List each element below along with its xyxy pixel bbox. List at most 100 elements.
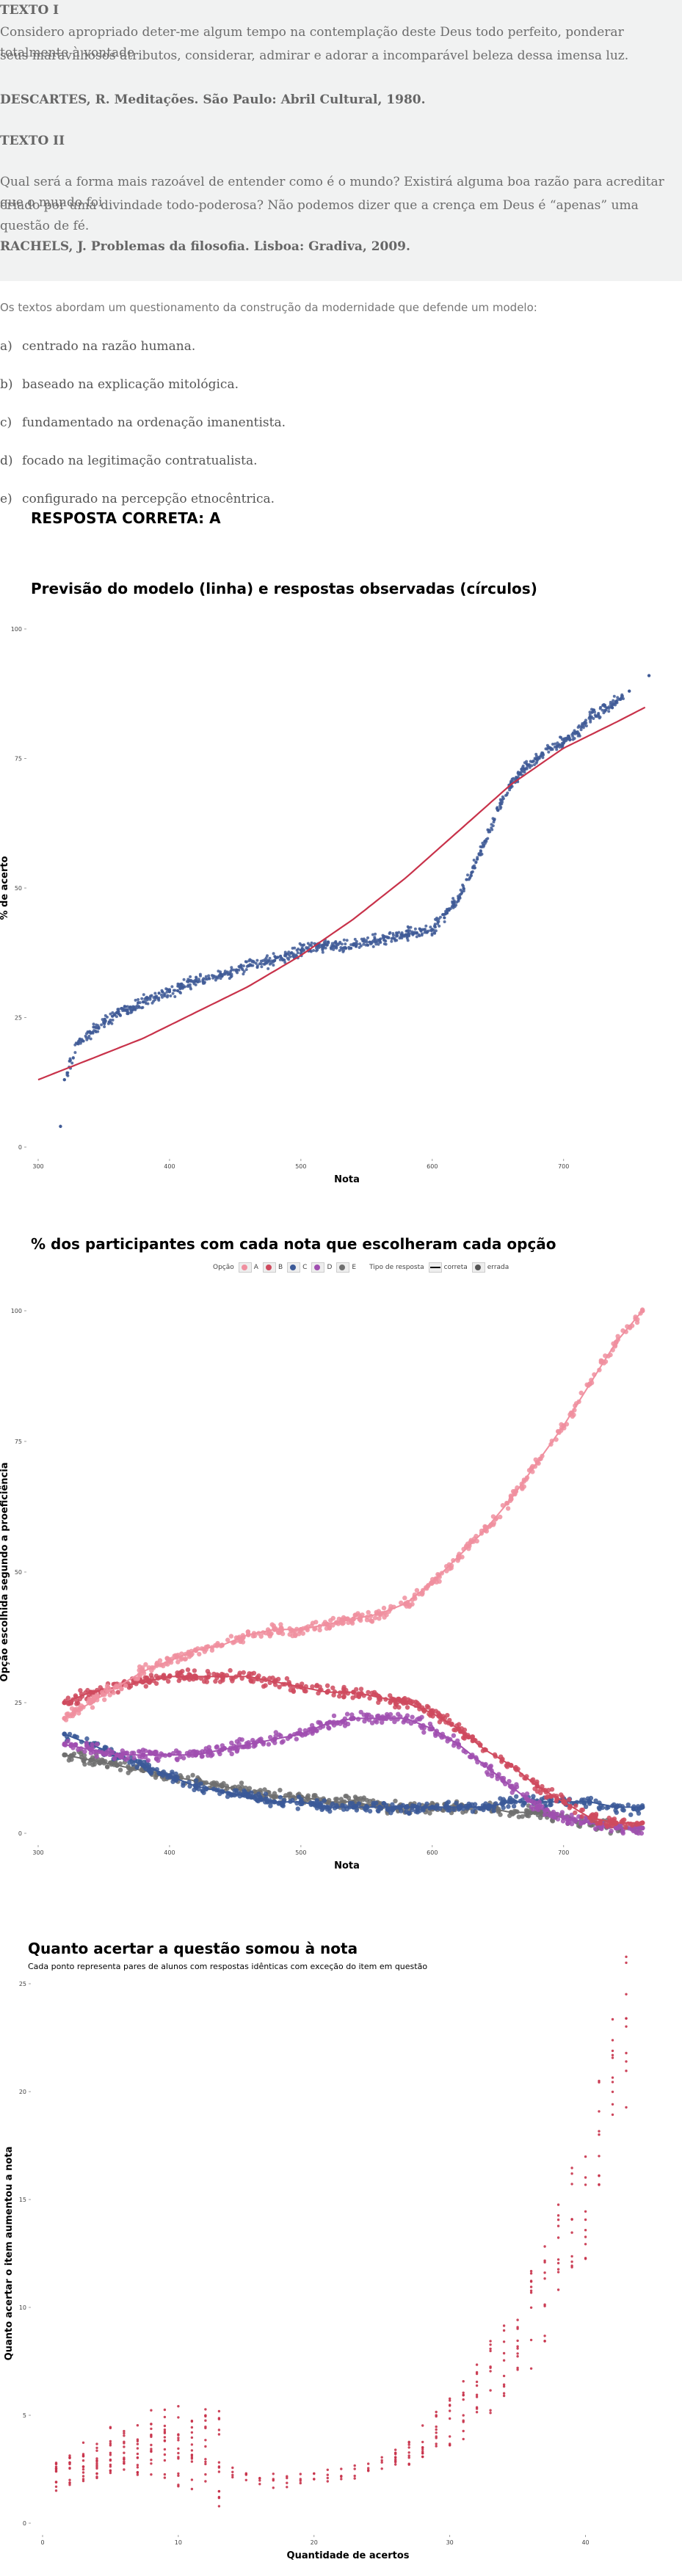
chart3-score-gain: 0 5 10 15 20 25 0 10 20 30 40 Quantidade de acertos… xyxy=(4,1955,628,2561)
observed-point xyxy=(124,1005,128,1008)
option-c: c) fundamentado na ordenação imanentista. xyxy=(0,415,286,430)
option-point xyxy=(437,1579,442,1584)
gain-point xyxy=(407,2443,410,2446)
gain-point xyxy=(231,2470,234,2473)
observed-point xyxy=(217,975,221,978)
option-point xyxy=(625,1802,631,1808)
observed-point xyxy=(211,976,215,980)
gain-point xyxy=(68,2484,71,2486)
observed-point xyxy=(102,1021,106,1025)
observed-point xyxy=(504,793,507,797)
observed-point xyxy=(157,992,161,995)
y-axis-label: Quanto acertar o item aumentou a nota xyxy=(4,2147,15,2361)
gain-point xyxy=(570,2231,573,2234)
observed-point xyxy=(244,960,247,964)
option-point xyxy=(543,1794,549,1800)
observed-point xyxy=(335,944,338,947)
option-point xyxy=(183,1656,188,1662)
observed-point xyxy=(366,936,369,939)
gain-point xyxy=(136,2447,139,2450)
observed-point xyxy=(347,945,351,949)
gain-point xyxy=(570,2166,573,2169)
gain-point xyxy=(136,2452,139,2456)
observed-point xyxy=(576,734,580,738)
observed-point xyxy=(413,927,417,931)
gain-point xyxy=(502,2351,506,2355)
option-point xyxy=(94,1742,100,1747)
gain-point xyxy=(54,2470,58,2473)
observed-point xyxy=(432,931,436,934)
observed-point xyxy=(173,995,177,998)
option-point xyxy=(206,1744,211,1750)
observed-point xyxy=(520,768,523,771)
gain-point xyxy=(435,2442,438,2445)
option-point xyxy=(534,1800,539,1805)
observed-point xyxy=(371,945,375,948)
observed-point xyxy=(247,964,250,968)
option-point xyxy=(498,1514,503,1520)
gain-point xyxy=(95,2446,98,2450)
gain-point xyxy=(489,2409,492,2412)
option-point xyxy=(393,1798,398,1804)
observed-point xyxy=(474,866,476,870)
gain-point xyxy=(435,2414,438,2417)
option-point xyxy=(358,1709,363,1715)
gain-point xyxy=(529,2269,533,2273)
observed-point xyxy=(242,972,245,976)
observed-point xyxy=(229,975,233,979)
gain-point xyxy=(204,2445,207,2448)
gain-point xyxy=(95,2472,98,2475)
observed-point xyxy=(316,948,319,952)
gain-point xyxy=(150,2459,153,2462)
observed-point xyxy=(247,959,251,963)
option-point xyxy=(636,1804,641,1809)
gain-point xyxy=(407,2446,410,2449)
gain-point xyxy=(177,2472,180,2475)
option-point xyxy=(313,1793,318,1798)
observed-point xyxy=(109,1018,112,1022)
gain-point xyxy=(190,2449,194,2452)
gain-point xyxy=(340,2467,343,2470)
option-point xyxy=(355,1717,361,1722)
option-point xyxy=(252,1633,258,1639)
option-point xyxy=(197,1651,202,1657)
gain-point xyxy=(598,2155,601,2158)
option-point xyxy=(284,1676,290,1681)
observed-point xyxy=(415,935,418,939)
observed-point xyxy=(593,713,597,717)
gain-point xyxy=(584,2155,587,2158)
observed-point xyxy=(433,923,437,926)
gain-point xyxy=(611,2103,614,2106)
option-point xyxy=(303,1689,308,1694)
option-point xyxy=(579,1813,584,1819)
gain-point xyxy=(394,2463,397,2466)
gain-point xyxy=(150,2473,153,2476)
option-point xyxy=(621,1808,626,1813)
option-point xyxy=(576,1814,581,1819)
gain-point xyxy=(584,2218,587,2222)
gain-point xyxy=(217,2489,221,2493)
gain-point xyxy=(570,2266,573,2268)
gain-point xyxy=(556,2258,560,2261)
observed-point xyxy=(111,1011,115,1014)
observed-point xyxy=(134,998,137,1002)
gain-point xyxy=(449,2397,451,2400)
observed-point xyxy=(421,932,424,936)
gain-point xyxy=(625,1993,628,1995)
option-point xyxy=(316,1720,321,1725)
y-tick-label: 75 xyxy=(15,756,22,763)
gain-point xyxy=(190,2487,194,2491)
option-point xyxy=(327,1725,332,1731)
x-tick-label: 500 xyxy=(295,1163,306,1170)
gain-point xyxy=(109,2465,112,2468)
text1-line2: seus maravilhosos atributos, considerar,… xyxy=(0,48,629,63)
option-point xyxy=(388,1693,393,1698)
observed-point xyxy=(376,940,379,944)
gain-point xyxy=(95,2475,98,2478)
observed-point xyxy=(149,994,152,998)
observed-point xyxy=(539,754,543,758)
observed-point xyxy=(281,958,285,962)
gain-point xyxy=(584,2183,587,2186)
observed-point xyxy=(260,965,264,969)
gain-point xyxy=(68,2461,71,2464)
